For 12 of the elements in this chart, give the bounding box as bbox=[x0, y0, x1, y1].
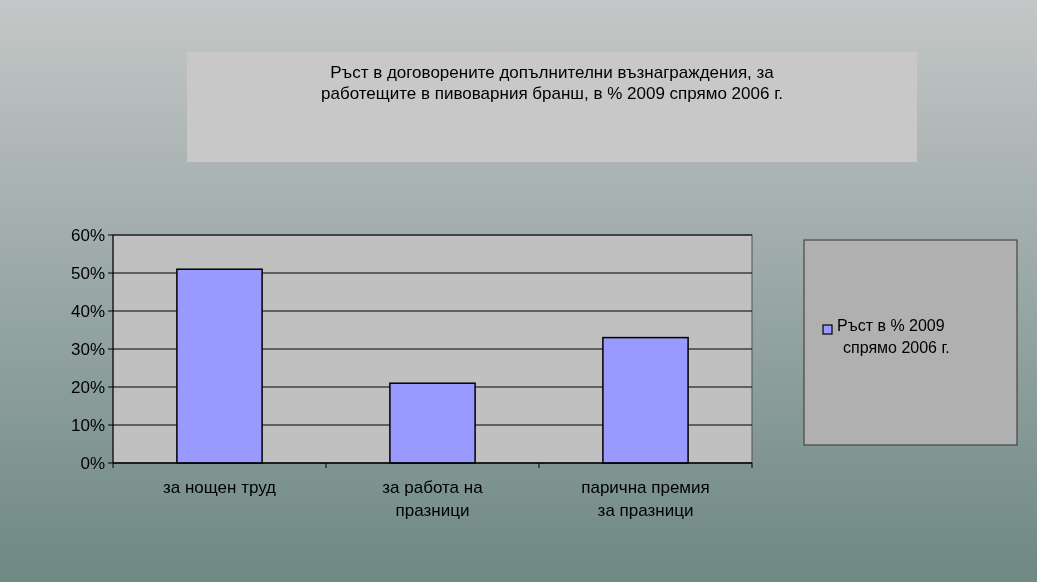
y-tick-label: 20% bbox=[70, 377, 105, 397]
y-tick-label: 50% bbox=[70, 263, 105, 283]
y-tick-label: 0% bbox=[80, 453, 105, 473]
y-tick-label: 60% bbox=[70, 225, 105, 245]
chart-title: Ръст в договорените допълнителни възнаграждения, за работещите в пивоварния бранш, в % 2009 спрямо 2006 г. bbox=[320, 63, 784, 103]
y-tick-label: 10% bbox=[70, 415, 105, 435]
x-tick-label: за нощен труд bbox=[162, 478, 277, 497]
legend-label: Ръст в % 2009 спрямо 2006 г. bbox=[837, 317, 950, 356]
y-tick-label: 40% bbox=[70, 301, 105, 321]
x-tick-label: парична премия за празници bbox=[581, 478, 710, 520]
x-tick-label: за работа на празници bbox=[382, 478, 484, 520]
y-tick-label: 30% bbox=[70, 339, 105, 359]
